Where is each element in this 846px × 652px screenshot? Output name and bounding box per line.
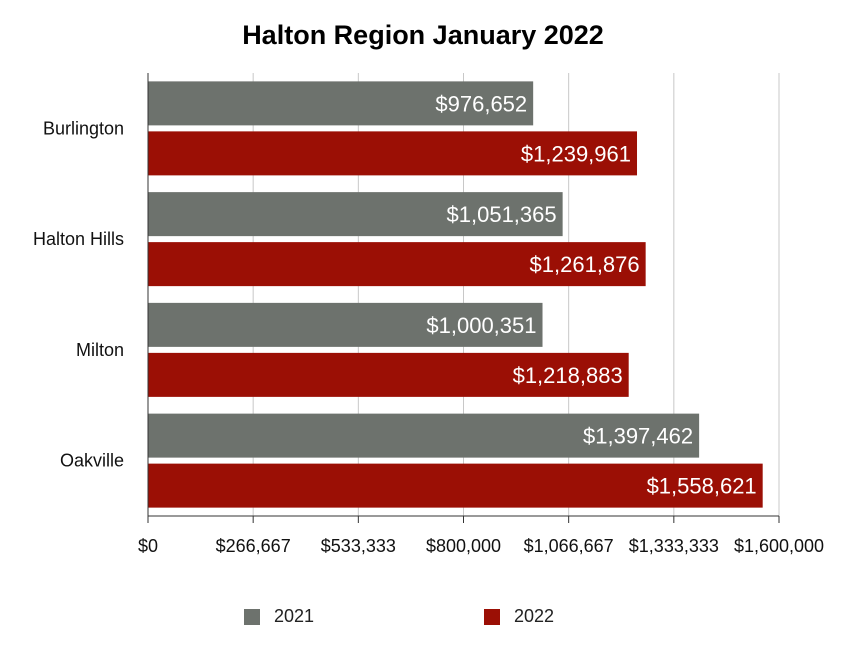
x-tick-label: $1,066,667 xyxy=(524,536,614,556)
data-label: $1,000,351 xyxy=(426,313,536,338)
x-tick-label: $0 xyxy=(138,536,158,556)
legend-item-2022: 2022 xyxy=(484,606,554,627)
legend-label-2021: 2021 xyxy=(274,606,315,626)
plot-area: Burlington $976,652 $1,239,961 Halton Hills… xyxy=(33,73,824,556)
x-tick-label: $800,000 xyxy=(426,536,501,556)
chart-title: Halton Region January 2022 xyxy=(242,20,604,50)
bar xyxy=(148,242,646,287)
bar xyxy=(148,413,700,458)
category-label: Halton Hills xyxy=(33,229,124,249)
category-label: Oakville xyxy=(60,451,124,471)
data-label: $976,652 xyxy=(435,91,527,116)
category-label: Milton xyxy=(76,340,124,360)
x-tick-label: $1,333,333 xyxy=(629,536,719,556)
bar xyxy=(148,302,543,347)
bar xyxy=(148,463,763,508)
category-label: Burlington xyxy=(43,118,124,138)
legend-item-2021: 2021 xyxy=(244,606,314,627)
x-tick-label: $266,667 xyxy=(216,536,291,556)
x-tick-label: $533,333 xyxy=(321,536,396,556)
bar xyxy=(148,131,638,176)
bar xyxy=(148,192,563,237)
legend-swatch-2022 xyxy=(484,608,500,625)
legend-label-2022: 2022 xyxy=(514,606,555,626)
bar xyxy=(148,352,629,397)
data-label: $1,239,961 xyxy=(521,141,631,166)
data-label: $1,558,621 xyxy=(647,474,757,499)
bar xyxy=(148,81,534,126)
data-label: $1,218,883 xyxy=(513,363,623,388)
legend-swatch-2021 xyxy=(244,608,260,625)
data-label: $1,397,462 xyxy=(583,424,693,449)
legend: 2021 2022 xyxy=(0,606,846,630)
data-label: $1,051,365 xyxy=(447,202,557,227)
data-label: $1,261,876 xyxy=(530,252,640,277)
x-tick-label: $1,600,000 xyxy=(734,536,824,556)
